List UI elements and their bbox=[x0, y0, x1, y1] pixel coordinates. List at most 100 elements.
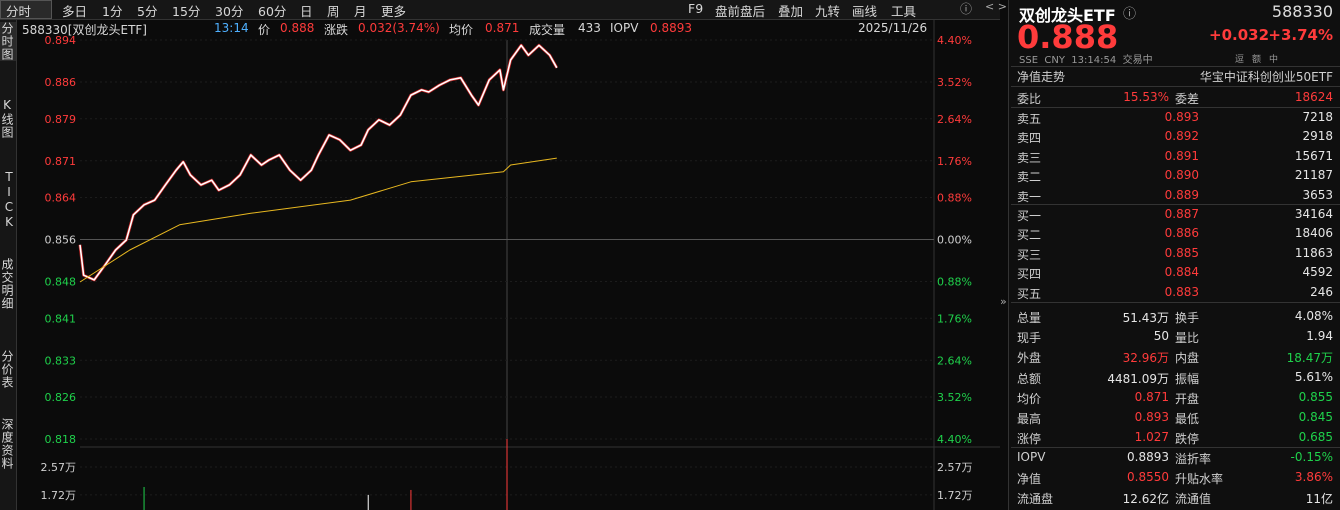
bids-label: 买四 bbox=[1017, 267, 1042, 282]
info-iopv-label: IOPV bbox=[610, 21, 639, 35]
stat-value: 0.8550 bbox=[1127, 470, 1169, 484]
stat-value: 32.96万 bbox=[1122, 351, 1169, 366]
stat-label: 开盘 bbox=[1175, 391, 1200, 406]
toolbar-button[interactable]: 盘前盘后 bbox=[715, 4, 766, 19]
bids-label: 买一 bbox=[1017, 209, 1042, 223]
stat-value: 1.027 bbox=[1134, 430, 1169, 445]
toolbar-button[interactable]: 工具 bbox=[891, 4, 917, 19]
collapse-arrow[interactable]: » bbox=[1000, 295, 1007, 308]
bids-price: 0.887 bbox=[1164, 207, 1199, 221]
stat-label: 现手 bbox=[1017, 331, 1042, 346]
volume-tick-label: 1.72万 bbox=[937, 489, 973, 502]
volume-tick-label: 2.57万 bbox=[937, 461, 973, 474]
toolbar-tab[interactable]: 60分 bbox=[258, 4, 287, 19]
index-name: 华宝中证科创创业50ETF bbox=[1199, 70, 1333, 84]
toolbar-tab[interactable]: 日 bbox=[300, 4, 313, 19]
nav-arrows[interactable]: < > bbox=[985, 0, 1007, 13]
pct-label: 1.76% bbox=[937, 312, 972, 325]
y-tick-label: 0.856 bbox=[45, 234, 77, 247]
y-tick-label: 0.879 bbox=[45, 113, 77, 126]
toolbar-button[interactable]: 画线 bbox=[852, 4, 878, 19]
stat-value: 50 bbox=[1153, 329, 1169, 344]
toolbar-button[interactable]: F9 bbox=[688, 1, 704, 16]
asks-price: 0.891 bbox=[1164, 148, 1199, 163]
info-price: 0.888 bbox=[280, 21, 315, 35]
toolbar-tab[interactable]: 多日 bbox=[62, 4, 88, 19]
stat-label: 均价 bbox=[1017, 391, 1042, 406]
info-time: 13:14 bbox=[214, 21, 249, 35]
stat-value: 12.62亿 bbox=[1122, 492, 1169, 506]
bids-price: 0.886 bbox=[1164, 226, 1199, 241]
side-tab[interactable]: 成交明细 bbox=[0, 258, 14, 310]
bids-volume: 4592 bbox=[1302, 265, 1333, 280]
stat-label: 总量 bbox=[1017, 311, 1042, 325]
y-tick-label: 0.871 bbox=[45, 155, 77, 168]
bids-price: 0.885 bbox=[1164, 245, 1199, 260]
info-name: 588330[双创龙头ETF] bbox=[22, 23, 147, 37]
asks-label: 卖二 bbox=[1017, 170, 1042, 185]
info-volume-label: 成交量 bbox=[529, 23, 566, 37]
y-tick-label: 0.848 bbox=[45, 276, 77, 289]
asks-volume: 15671 bbox=[1294, 148, 1333, 163]
asks-label: 卖一 bbox=[1017, 189, 1042, 204]
y-tick-label: 0.886 bbox=[45, 76, 77, 89]
asks-price: 0.892 bbox=[1164, 129, 1199, 144]
asks-volume: 21187 bbox=[1294, 168, 1333, 183]
change: +0.032 bbox=[1209, 26, 1270, 44]
info-avg: 0.871 bbox=[485, 21, 520, 35]
stat-value: 18.47万 bbox=[1286, 351, 1333, 366]
last-price: 0.888 bbox=[1017, 18, 1119, 56]
stat-value: 5.61% bbox=[1294, 369, 1333, 384]
stat-value: 3.86% bbox=[1294, 470, 1333, 484]
info-avg-label: 均价 bbox=[449, 23, 474, 37]
info-icon[interactable]: ⓘ bbox=[960, 2, 973, 16]
stat-value: 11亿 bbox=[1305, 492, 1333, 506]
toolbar-button[interactable]: 叠加 bbox=[778, 4, 804, 19]
side-tab[interactable]: TICK bbox=[2, 170, 16, 230]
status-icon: 额 bbox=[1252, 55, 1262, 65]
asks-label: 卖三 bbox=[1017, 150, 1042, 165]
toolbar-tab[interactable]: 1分 bbox=[102, 4, 123, 19]
quote-panel: 双创龙头ETF ⓘ 588330 0.888 +0.032 +3.74% SSE… bbox=[1008, 0, 1340, 510]
ratio-label: 委比 bbox=[1017, 92, 1042, 106]
info-icon[interactable]: ⓘ bbox=[1123, 7, 1137, 22]
stat-label: 流通值 bbox=[1175, 492, 1212, 506]
pct-label: 3.52% bbox=[937, 76, 972, 89]
toolbar-tab[interactable]: 更多 bbox=[381, 4, 407, 19]
stat-value: 0.8893 bbox=[1127, 450, 1169, 464]
asks-volume: 7218 bbox=[1302, 110, 1333, 124]
stat-value: 0.845 bbox=[1298, 410, 1333, 424]
toolbar-tab[interactable]: 周 bbox=[327, 4, 340, 19]
toolbar-tab[interactable]: 30分 bbox=[215, 4, 244, 19]
stat-value: 0.855 bbox=[1298, 389, 1333, 404]
pct-label: 0.88% bbox=[937, 192, 972, 205]
pct-label: 2.64% bbox=[937, 354, 972, 367]
pct-label: 2.64% bbox=[937, 113, 972, 126]
side-tab[interactable]: 分时图 bbox=[0, 22, 16, 61]
side-tab[interactable]: K线图 bbox=[0, 98, 14, 139]
toolbar-tab[interactable]: 5分 bbox=[137, 4, 158, 19]
y-tick-label: 0.833 bbox=[45, 354, 77, 367]
stat-label: 净值 bbox=[1017, 472, 1042, 486]
side-tab[interactable]: 深度资料 bbox=[0, 418, 14, 470]
stat-label: 流通盘 bbox=[1017, 492, 1054, 506]
bids-price: 0.883 bbox=[1164, 284, 1199, 299]
toolbar-tab[interactable]: 月 bbox=[354, 4, 367, 19]
bids-volume: 246 bbox=[1310, 284, 1333, 299]
stat-label: 外盘 bbox=[1017, 351, 1042, 366]
stat-value: 0.685 bbox=[1298, 430, 1333, 445]
toolbar-tab[interactable]: 15分 bbox=[172, 4, 201, 19]
info-price-label: 价 bbox=[258, 23, 271, 37]
pct-label: 3.52% bbox=[937, 391, 972, 404]
stat-label: 换手 bbox=[1175, 311, 1200, 325]
asks-volume: 3653 bbox=[1302, 187, 1333, 202]
nav-label[interactable]: 净值走势 bbox=[1017, 70, 1066, 84]
stat-label: 内盘 bbox=[1175, 351, 1200, 366]
pct-label: 1.76% bbox=[937, 155, 972, 168]
side-tab[interactable]: 分价表 bbox=[0, 350, 14, 389]
toolbar-tab[interactable]: 分时 bbox=[6, 4, 32, 19]
asks-price: 0.890 bbox=[1164, 168, 1199, 183]
pct-label: 0.00% bbox=[937, 234, 972, 247]
toolbar-button[interactable]: 九转 bbox=[815, 4, 841, 19]
